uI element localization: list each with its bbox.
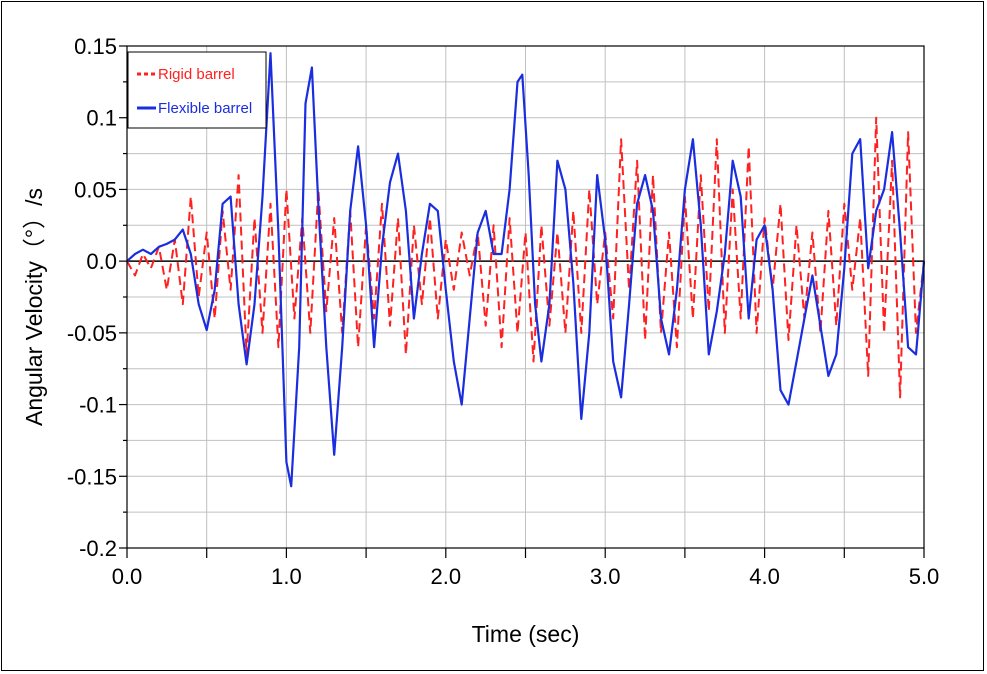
y-tick-labels: -0.2 -0.15 -0.1 -0.05 0.0 0.05 0.1 0.15 (67, 34, 117, 561)
y-tick-label: -0.15 (67, 464, 117, 489)
x-axis-title: Time (sec) (472, 621, 580, 647)
x-tick-label: 4.0 (749, 564, 780, 589)
y-tick-label: -0.1 (79, 393, 117, 418)
axis-ticks (119, 45, 925, 558)
x-tick-label: 1.0 (271, 564, 302, 589)
y-axis-title: Angular Velocity（°）/s (21, 188, 47, 426)
legend-label-rigid: Rigid barrel (158, 66, 235, 83)
x-tick-label: 3.0 (590, 564, 621, 589)
y-tick-label: 0.05 (74, 177, 117, 202)
legend-box (127, 51, 267, 129)
y-tick-label: 0.0 (86, 249, 117, 274)
x-tick-label: 0.0 (112, 564, 143, 589)
legend: Rigid barrel Flexible barrel (127, 51, 267, 129)
x-tick-label: 2.0 (431, 564, 462, 589)
x-tick-label: 5.0 (909, 564, 940, 589)
x-tick-labels: 0.0 1.0 2.0 3.0 4.0 5.0 (112, 564, 940, 589)
y-tick-label: -0.2 (79, 536, 117, 561)
y-tick-label: 0.15 (74, 34, 117, 59)
y-tick-label: 0.1 (86, 106, 117, 131)
legend-label-flexible: Flexible barrel (158, 100, 252, 117)
y-tick-label: -0.05 (67, 321, 117, 346)
series-rigid-barrel-line (126, 116, 925, 399)
series-flexible-barrel-line (126, 52, 926, 488)
series-layer (126, 52, 926, 488)
